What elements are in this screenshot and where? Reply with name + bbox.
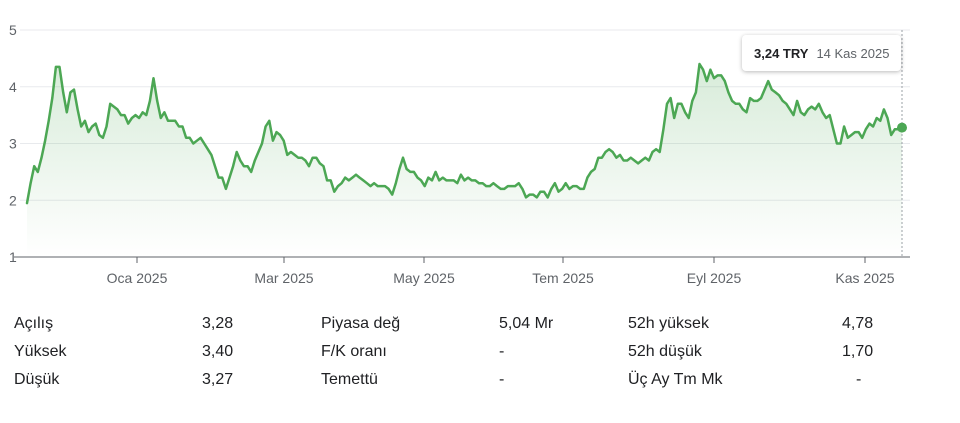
stat-row-3m-avg-volume: Üç Ay Tm Mk - — [628, 366, 908, 394]
last-point-marker — [897, 122, 907, 133]
stat-label: Düşük — [14, 371, 60, 388]
stat-row-52w-low: 52h düşük 1,70 — [628, 338, 908, 366]
stat-row-52w-high: 52h yüksek 4,78 — [628, 310, 908, 338]
stat-value: 3,28 — [202, 315, 234, 332]
stat-row-open: Açılış 3,28 — [14, 310, 234, 338]
stat-label: Üç Ay Tm Mk — [628, 371, 723, 388]
stat-value: 3,40 — [202, 343, 234, 360]
stat-value: 5,04 Mr — [499, 315, 554, 332]
x-tick-label: Eyl 2025 — [687, 270, 742, 286]
stat-label: 52h yüksek — [628, 315, 709, 332]
stat-row-pe-ratio: F/K oranı - — [321, 338, 571, 366]
stat-value: 3,27 — [202, 371, 234, 388]
stats-column-1: Açılış 3,28 Yüksek 3,40 Düşük 3,27 — [14, 310, 234, 394]
stat-label: Yüksek — [14, 343, 67, 360]
stat-value: 1,70 — [842, 343, 874, 360]
price-tooltip: 3,24 TRY 14 Kas 2025 — [742, 35, 902, 71]
stat-label: Piyasa değ — [321, 315, 401, 332]
y-tick-label: 5 — [9, 22, 17, 38]
stat-label: 52h düşük — [628, 343, 702, 360]
stat-value: 4,78 — [842, 315, 874, 332]
price-chart[interactable]: 1 2 3 4 5 Oca 2025 Mar 2025 May 2025 Tem 2025 Ey… — [0, 0, 960, 300]
x-tick-label: Kas 2025 — [835, 270, 894, 286]
stat-value: - — [499, 343, 505, 360]
y-tick-label: 1 — [9, 249, 17, 265]
price-area — [27, 64, 902, 257]
x-tick-label: Mar 2025 — [254, 270, 313, 286]
x-tick-label: May 2025 — [393, 270, 455, 286]
stats-column-3: 52h yüksek 4,78 52h düşük 1,70 Üç Ay Tm … — [628, 310, 908, 394]
x-tick-label: Tem 2025 — [532, 270, 594, 286]
tooltip-date: 14 Kas 2025 — [816, 45, 890, 61]
y-axis: 1 2 3 4 5 — [9, 22, 17, 265]
tooltip-price: 3,24 TRY — [754, 45, 809, 61]
stat-row-high: Yüksek 3,40 — [14, 338, 234, 366]
stat-row-low: Düşük 3,27 — [14, 366, 234, 394]
stat-label: Temettü — [321, 371, 378, 388]
stat-row-market-cap: Piyasa değ 5,04 Mr — [321, 310, 571, 338]
stat-label: F/K oranı — [321, 343, 387, 360]
x-axis: Oca 2025 Mar 2025 May 2025 Tem 2025 Eyl 2025… — [107, 257, 895, 286]
y-tick-label: 3 — [9, 136, 17, 152]
y-tick-label: 4 — [9, 79, 17, 95]
stats-column-2: Piyasa değ 5,04 Mr F/K oranı - Temettü - — [321, 310, 571, 394]
price-line — [25, 62, 904, 205]
x-tick-label: Oca 2025 — [107, 270, 168, 286]
stat-value: - — [499, 371, 505, 388]
stat-label: Açılış — [14, 315, 54, 332]
y-tick-label: 2 — [9, 192, 17, 208]
stat-value: - — [856, 371, 862, 388]
stat-row-dividend: Temettü - — [321, 366, 571, 394]
